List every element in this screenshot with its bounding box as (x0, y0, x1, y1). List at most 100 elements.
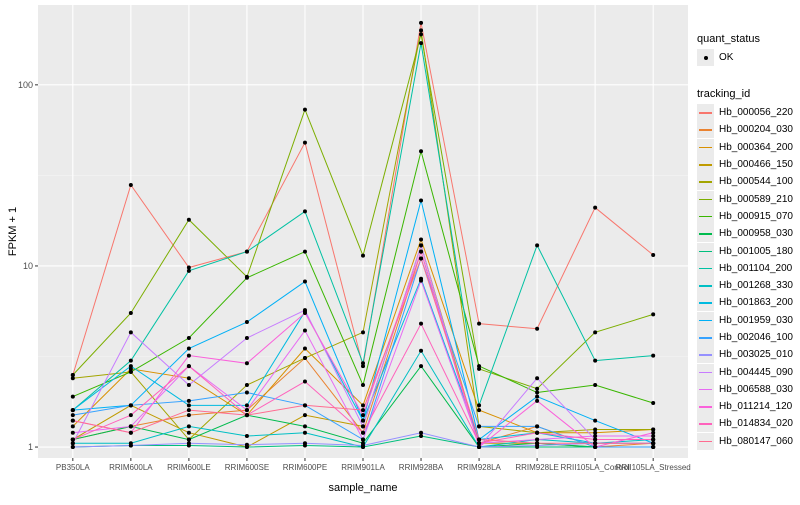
legend-item: Hb_001005_180 (697, 242, 793, 260)
legend-label: Hb_000204_030 (719, 124, 793, 136)
data-point (651, 434, 656, 439)
data-point (302, 209, 307, 214)
x-tick-label: PB350LA (56, 463, 90, 472)
y-tick-label: 1 (28, 442, 33, 452)
line-key-icon (697, 190, 714, 208)
line-key-icon (697, 311, 714, 329)
data-point (593, 445, 598, 450)
data-point (244, 249, 249, 254)
data-point (419, 20, 424, 25)
data-point (186, 353, 191, 358)
data-point (128, 369, 133, 374)
legend-item: Hb_001104_200 (697, 259, 793, 277)
legend-label: Hb_003025_010 (719, 349, 793, 361)
data-point (70, 430, 75, 435)
data-point (477, 424, 482, 429)
data-point (651, 401, 656, 406)
data-point (302, 346, 307, 351)
line-key-icon (697, 173, 714, 191)
legend-item: Hb_002046_100 (697, 329, 793, 346)
data-point (128, 310, 133, 315)
data-point (186, 268, 191, 273)
y-tick-label: 10 (23, 261, 33, 271)
data-point (361, 424, 365, 429)
data-point (361, 430, 365, 435)
shape-legend: quant_status OK (697, 33, 760, 67)
legend-label: OK (719, 52, 734, 64)
data-point (593, 205, 598, 210)
data-point (651, 252, 656, 257)
data-point (302, 310, 307, 315)
data-point (361, 418, 365, 423)
legend-label: Hb_080147_060 (719, 435, 793, 447)
line-key-icon (697, 380, 714, 398)
legend-item: Hb_003025_010 (697, 346, 793, 364)
data-point (535, 437, 540, 442)
legend-item: Hb_000364_200 (697, 138, 793, 156)
legend-label: Hb_014834_020 (719, 418, 793, 430)
data-point (302, 413, 307, 418)
x-tick-label: RRIM928LE (515, 463, 559, 472)
data-point (651, 353, 656, 358)
data-point (302, 356, 307, 361)
line-key-icon (697, 363, 714, 381)
line-key-icon (697, 294, 714, 312)
data-point (70, 418, 75, 423)
data-point (419, 278, 424, 283)
data-point (477, 441, 482, 446)
data-point (651, 441, 656, 446)
data-point (128, 182, 133, 187)
data-point (128, 358, 133, 363)
data-point (419, 41, 424, 46)
data-point (419, 430, 424, 435)
x-tick-label: RRIM901LA (341, 463, 385, 472)
data-point (593, 434, 598, 439)
data-point (593, 430, 598, 435)
legend-item: Hb_014834_020 (697, 415, 793, 433)
data-point (302, 279, 307, 284)
data-point (186, 424, 191, 429)
data-point (419, 28, 424, 33)
legend-item: Hb_001268_330 (697, 277, 793, 295)
legend-label: Hb_000056_220 (719, 107, 793, 119)
legend-item: Hb_080147_060 (697, 432, 793, 450)
data-point (302, 424, 307, 429)
legend-label: Hb_000915_070 (719, 210, 793, 222)
data-point (186, 441, 191, 446)
legend-label: Hb_000544_100 (719, 176, 793, 188)
data-point (244, 408, 249, 413)
data-point (419, 237, 424, 242)
data-point (70, 424, 75, 429)
data-point (419, 434, 424, 439)
data-point (477, 364, 482, 369)
data-point (361, 437, 365, 442)
data-point (186, 265, 191, 270)
data-point (419, 249, 424, 254)
data-point (361, 253, 365, 258)
x-tick-label: RRII105LA_Control (560, 463, 630, 472)
data-point (244, 390, 249, 395)
data-point (593, 427, 598, 432)
data-point (651, 312, 656, 317)
data-point (361, 364, 365, 369)
data-point (477, 408, 482, 413)
legend-label: Hb_004445_090 (719, 366, 793, 378)
data-point (361, 361, 365, 366)
data-point (186, 437, 191, 442)
x-tick-label: RRIM928BA (399, 463, 444, 472)
line-key-icon (697, 121, 714, 139)
point-key-icon (697, 49, 714, 67)
data-point (128, 364, 133, 369)
legend-item: Hb_000958_030 (697, 225, 793, 243)
data-point (244, 413, 249, 418)
x-tick-label: RRIM600LE (167, 463, 211, 472)
data-point (302, 379, 307, 384)
legend-label: Hb_000589_210 (719, 193, 793, 205)
line-key-icon (697, 277, 714, 295)
data-point (244, 320, 249, 325)
data-point (302, 430, 307, 435)
data-point (419, 32, 424, 37)
legend-item: Hb_004445_090 (697, 363, 793, 381)
legend-item-ok: OK (697, 49, 760, 67)
